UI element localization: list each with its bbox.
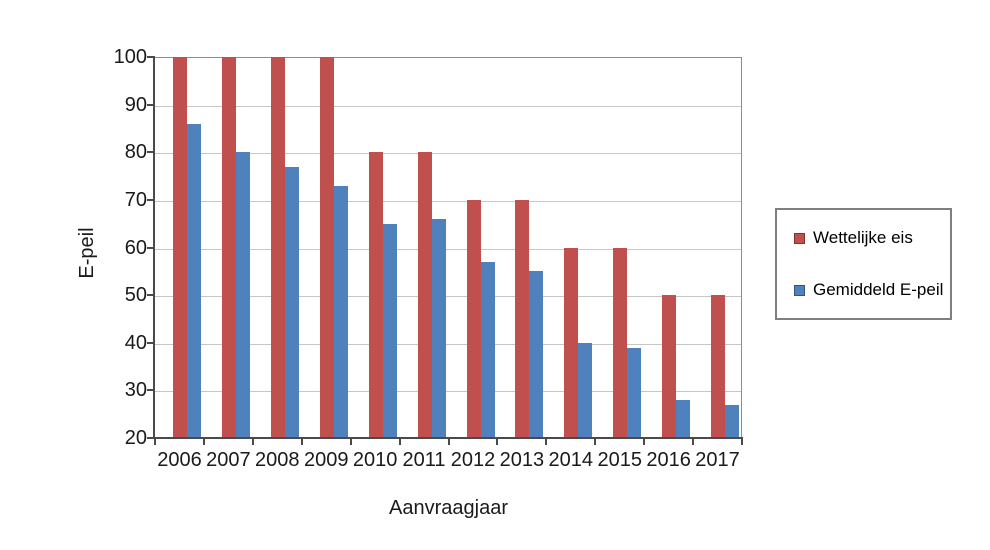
y-tick bbox=[147, 341, 153, 344]
x-tick-label: 2007 bbox=[206, 449, 251, 471]
y-tick-label: 100 bbox=[113, 46, 147, 68]
bar-gemiddeld-e-peil bbox=[676, 399, 691, 438]
y-tick bbox=[147, 198, 153, 201]
y-tick bbox=[147, 103, 153, 106]
legend-label-wettelijke-eis: Wettelijke eis bbox=[813, 228, 913, 247]
bar-wettelijke-eis bbox=[613, 247, 628, 438]
bar-gemiddeld-e-peil bbox=[529, 271, 544, 438]
y-tick bbox=[147, 246, 153, 249]
x-tick-label: 2017 bbox=[695, 449, 740, 471]
bar-gemiddeld-e-peil bbox=[627, 347, 642, 438]
x-axis-line bbox=[153, 437, 743, 439]
bar-wettelijke-eis bbox=[270, 57, 285, 438]
bar-wettelijke-eis bbox=[564, 247, 579, 438]
bar-wettelijke-eis bbox=[417, 152, 432, 438]
gridline bbox=[155, 296, 741, 298]
legend-swatch-blue bbox=[794, 284, 805, 296]
legend-item-wettelijke-eis: Wettelijke eis bbox=[794, 228, 950, 248]
x-tick-label: 2006 bbox=[157, 449, 202, 471]
y-tick-label: 30 bbox=[124, 379, 147, 402]
x-tick-label: 2009 bbox=[303, 449, 349, 471]
x-tick bbox=[496, 439, 499, 445]
bar-gemiddeld-e-peil bbox=[187, 123, 201, 438]
bar-gemiddeld-e-peil bbox=[284, 166, 299, 438]
bar-gemiddeld-e-peil bbox=[725, 404, 740, 438]
x-tick bbox=[154, 439, 156, 445]
x-tick bbox=[251, 439, 254, 445]
x-tick-label: 2015 bbox=[597, 449, 642, 471]
x-tick bbox=[447, 439, 450, 445]
y-tick bbox=[147, 151, 153, 154]
x-tick bbox=[692, 439, 695, 445]
x-tick bbox=[741, 439, 743, 445]
bar-gemiddeld-e-peil bbox=[382, 223, 397, 438]
legend-label-gemiddeld-e-peil: Gemiddeld E-peil bbox=[813, 280, 944, 299]
gridline bbox=[155, 105, 741, 107]
x-tick bbox=[398, 439, 401, 445]
bar-wettelijke-eis bbox=[466, 199, 481, 438]
legend-item-gemiddeld-e-peil: Gemiddeld E-peil bbox=[794, 280, 950, 300]
bar-wettelijke-eis bbox=[515, 199, 530, 438]
gridline bbox=[155, 200, 741, 202]
x-tick bbox=[545, 439, 548, 445]
bar-gemiddeld-e-peil bbox=[578, 342, 593, 438]
y-axis-title: E-peil bbox=[76, 227, 98, 279]
gridline bbox=[155, 153, 741, 155]
x-tick-label: 2013 bbox=[499, 449, 545, 471]
y-tick-label: 60 bbox=[124, 236, 147, 259]
x-tick bbox=[300, 439, 303, 445]
x-tick bbox=[202, 439, 205, 445]
x-axis-title: Aanvraagjaar bbox=[389, 497, 508, 519]
bar-wettelijke-eis bbox=[221, 57, 236, 438]
x-tick-label: 2011 bbox=[402, 449, 446, 471]
y-tick-label: 40 bbox=[124, 331, 147, 354]
bar-wettelijke-eis bbox=[319, 57, 334, 438]
y-tick-label: 80 bbox=[124, 141, 147, 164]
y-tick bbox=[147, 389, 153, 392]
y-tick bbox=[147, 437, 153, 439]
x-tick-label: 2014 bbox=[548, 449, 594, 471]
y-tick bbox=[147, 294, 153, 297]
x-tick-label: 2012 bbox=[450, 449, 496, 471]
bar-wettelijke-eis bbox=[662, 295, 677, 438]
x-tick-label: 2008 bbox=[255, 449, 300, 471]
x-tick-label: 2010 bbox=[352, 449, 398, 471]
x-tick-label: 2016 bbox=[646, 449, 691, 471]
y-tick-label: 20 bbox=[124, 427, 147, 449]
bar-gemiddeld-e-peil bbox=[480, 261, 495, 438]
y-axis-line bbox=[153, 56, 155, 439]
y-tick-label: 50 bbox=[124, 284, 147, 307]
bar-gemiddeld-e-peil bbox=[235, 152, 250, 438]
plot-area bbox=[155, 57, 742, 438]
x-tick bbox=[643, 439, 646, 445]
y-tick bbox=[147, 56, 153, 58]
gridline bbox=[155, 343, 741, 345]
bar-wettelijke-eis bbox=[173, 57, 187, 438]
bar-gemiddeld-e-peil bbox=[431, 218, 446, 438]
bar-gemiddeld-e-peil bbox=[333, 185, 348, 438]
bar-wettelijke-eis bbox=[368, 152, 383, 438]
y-tick-label: 70 bbox=[124, 188, 147, 211]
y-tick-label: 90 bbox=[124, 93, 147, 116]
legend: Wettelijke eis Gemiddeld E-peil bbox=[775, 208, 952, 320]
bar-wettelijke-eis bbox=[711, 295, 726, 438]
gridline bbox=[155, 391, 741, 393]
x-tick bbox=[349, 439, 352, 445]
gridline bbox=[155, 248, 741, 250]
x-tick bbox=[594, 439, 597, 445]
legend-swatch-red bbox=[794, 232, 805, 244]
